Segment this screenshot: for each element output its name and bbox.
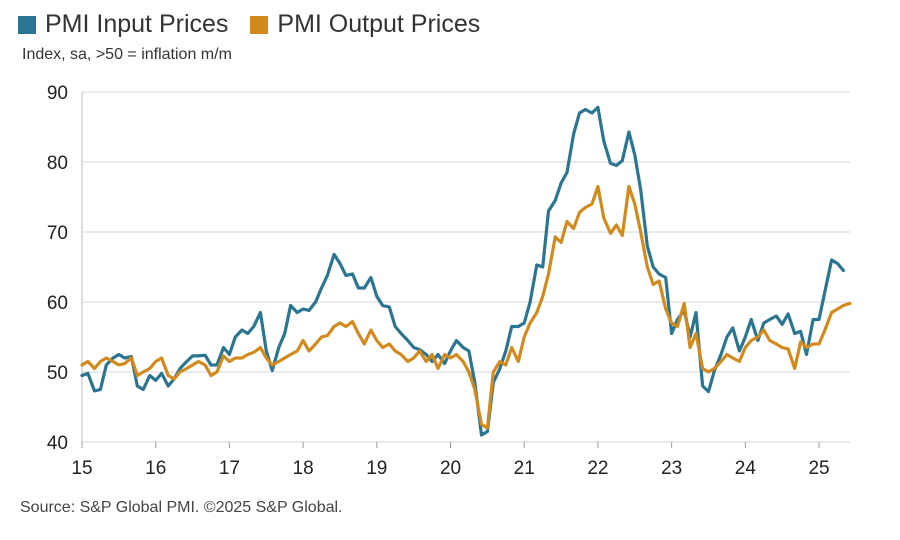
y-tick-label: 70 xyxy=(47,223,68,244)
y-tick-label: 40 xyxy=(47,433,68,454)
chart-source: Source: S&P Global PMI. ©2025 S&P Global… xyxy=(20,499,343,516)
legend-item-output-prices: PMI Output Prices xyxy=(250,10,480,39)
x-tick-label: 20 xyxy=(440,458,461,479)
x-tick-label: 24 xyxy=(735,458,757,479)
legend-swatch-input-prices xyxy=(18,15,36,34)
y-tick-label: 50 xyxy=(47,363,68,384)
x-tick-label: 23 xyxy=(661,458,682,479)
series-line-input-prices xyxy=(80,105,845,437)
chart-subtitle: Index, sa, >50 = inflation m/m xyxy=(22,46,232,63)
x-tick-label: 19 xyxy=(366,458,387,479)
legend-label-output-prices: PMI Output Prices xyxy=(277,10,481,38)
x-tick-label: 18 xyxy=(293,458,314,479)
legend-label-input-prices: PMI Input Prices xyxy=(45,10,229,38)
x-tick-label: 22 xyxy=(587,458,608,479)
x-tick-label: 25 xyxy=(808,458,829,479)
chart-legend: PMI Input Prices PMI Output Prices xyxy=(18,10,502,39)
legend-swatch-output-prices xyxy=(250,15,269,34)
y-tick-label: 60 xyxy=(47,293,68,314)
x-tick-label: 21 xyxy=(514,458,535,479)
x-tick-label: 17 xyxy=(219,458,240,479)
series-line-output-prices xyxy=(80,184,852,430)
y-tick-label: 80 xyxy=(47,153,68,174)
y-tick-label: 90 xyxy=(47,83,68,104)
x-tick-label: 15 xyxy=(71,458,92,479)
x-tick-label: 16 xyxy=(145,458,166,479)
legend-item-input-prices: PMI Input Prices xyxy=(18,10,228,39)
